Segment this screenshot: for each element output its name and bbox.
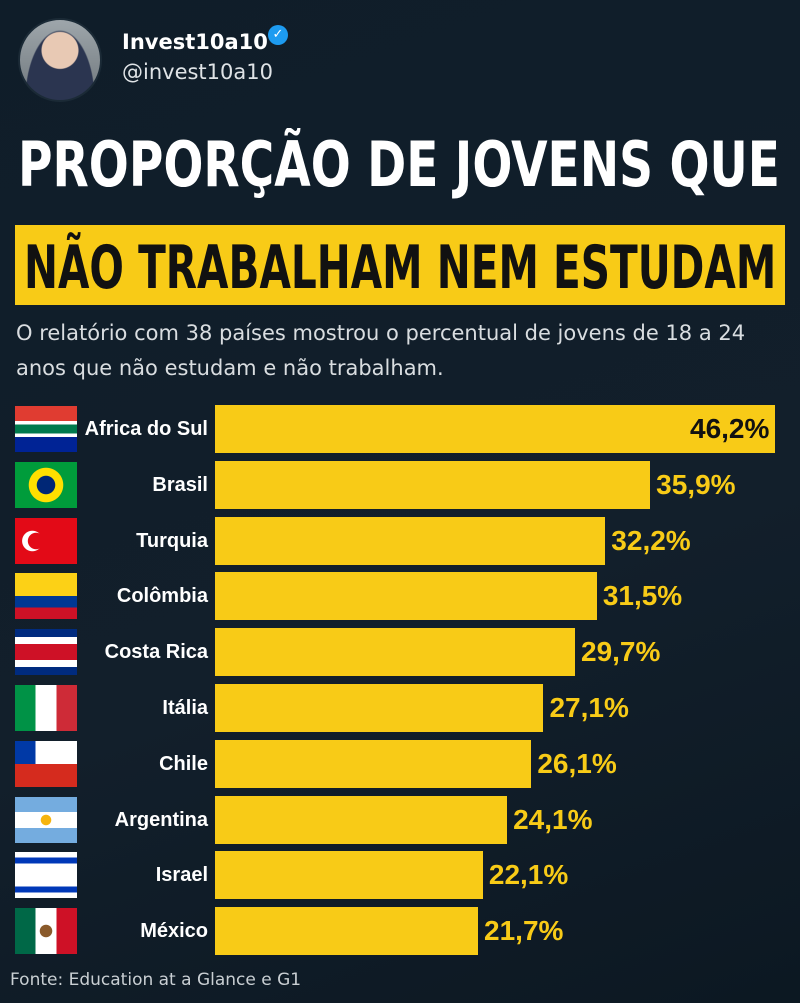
category-label: Costa Rica bbox=[104, 641, 208, 664]
value-label: 35,9% bbox=[656, 468, 736, 500]
category-label: México bbox=[140, 920, 208, 943]
category-label: Brasil bbox=[152, 473, 208, 496]
bar bbox=[215, 628, 575, 677]
flag bbox=[15, 573, 77, 620]
bar bbox=[215, 795, 508, 844]
flag bbox=[15, 685, 77, 731]
category-label: Israel bbox=[155, 864, 208, 887]
category-label: Chile bbox=[159, 752, 208, 775]
flag bbox=[15, 908, 77, 955]
chart-title: PROPORÇÃO DE JOVENS QUE bbox=[18, 128, 780, 201]
bar bbox=[215, 739, 532, 788]
category-label: Argentina bbox=[114, 808, 208, 831]
value-label: 31,5% bbox=[602, 580, 683, 612]
value-label: 32,2% bbox=[611, 524, 691, 556]
bar bbox=[215, 851, 483, 900]
value-label: 22,1% bbox=[488, 859, 569, 891]
flag bbox=[15, 740, 77, 787]
category-label: Africa do Sul bbox=[84, 418, 208, 440]
bar bbox=[215, 516, 606, 565]
value-label: 24,1% bbox=[513, 803, 593, 835]
value-label: 46,2% bbox=[690, 413, 770, 444]
avatar bbox=[18, 18, 102, 102]
flag bbox=[15, 796, 77, 843]
chart-title-highlight: NÃO TRABALHAM NEM ESTUDAM bbox=[24, 233, 777, 303]
flag bbox=[15, 406, 77, 452]
bar bbox=[215, 572, 597, 621]
flag bbox=[15, 852, 77, 899]
category-label: Itália bbox=[162, 697, 208, 719]
chart-subtitle: O relatório com 38 países mostrou o perc… bbox=[16, 321, 746, 380]
flag bbox=[15, 517, 77, 564]
category-label: Colômbia bbox=[116, 585, 208, 608]
bar bbox=[215, 460, 651, 509]
flag bbox=[15, 629, 77, 676]
flag bbox=[15, 461, 77, 508]
value-label: 26,1% bbox=[537, 747, 617, 779]
account-name: Invest10a10 bbox=[122, 30, 268, 54]
source-note: Fonte: Education at a Glance e G1 bbox=[10, 970, 302, 990]
bar bbox=[215, 907, 479, 956]
highlight-box bbox=[15, 225, 785, 305]
value-label: 27,1% bbox=[549, 692, 629, 723]
verified-badge: ✓ bbox=[268, 25, 288, 45]
category-label: Turquia bbox=[136, 529, 208, 552]
bar bbox=[215, 684, 544, 732]
value-label: 21,7% bbox=[484, 915, 564, 947]
account-handle: @invest10a10 bbox=[122, 60, 273, 84]
bar bbox=[215, 405, 775, 453]
value-label: 29,7% bbox=[581, 636, 661, 668]
